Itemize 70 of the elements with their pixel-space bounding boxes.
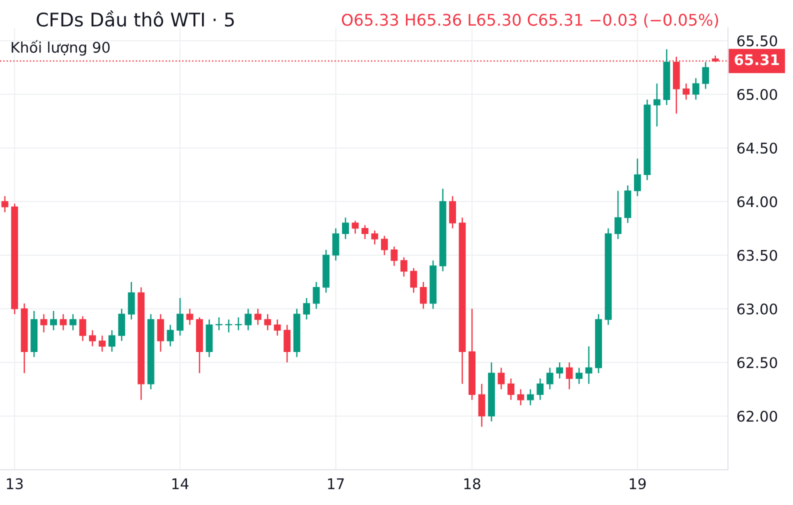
candlestick xyxy=(371,230,378,246)
y-tick-label: 65.00 xyxy=(737,88,778,100)
candlestick xyxy=(88,330,96,347)
candlestick xyxy=(216,316,222,331)
candlestick xyxy=(556,362,564,380)
candlestick xyxy=(98,334,106,352)
candlestick xyxy=(566,362,573,390)
candlestick xyxy=(692,78,700,100)
y-tick-label: 65.50 xyxy=(737,35,778,46)
candlestick xyxy=(264,314,272,331)
y-tick-label: 63.00 xyxy=(737,303,778,315)
candlestick xyxy=(254,308,262,326)
y-tick-label: 64.50 xyxy=(737,142,778,154)
y-tick-label: 63.50 xyxy=(737,250,778,261)
candlestick xyxy=(517,388,524,406)
candlestick xyxy=(284,324,291,364)
candlestick xyxy=(79,316,86,342)
candlestick xyxy=(449,196,456,229)
candlestick xyxy=(312,281,320,310)
candlestick xyxy=(176,297,184,336)
candlestick xyxy=(576,367,583,384)
candlestick xyxy=(118,308,126,342)
candlestick xyxy=(682,82,690,100)
candlestick xyxy=(128,281,135,320)
candlestick xyxy=(244,308,252,331)
candlestick xyxy=(634,158,641,197)
candlestick xyxy=(361,224,368,240)
candlestick xyxy=(536,378,544,401)
candlestick xyxy=(234,316,242,331)
candlestick xyxy=(108,330,116,352)
candlestick xyxy=(352,220,359,234)
candlestick xyxy=(186,308,194,326)
x-tick-label: 19 xyxy=(630,478,646,490)
candlestick xyxy=(40,314,48,333)
x-tick-label: 18 xyxy=(464,478,480,490)
chart-title: CFDs Dầu thô WTI · 5 xyxy=(36,10,234,27)
candlestick xyxy=(274,318,281,336)
candlestick xyxy=(166,324,174,347)
candlestick xyxy=(1,196,8,213)
candlestick xyxy=(507,378,514,401)
candlestick xyxy=(60,314,67,331)
y-tick-label: 62.00 xyxy=(737,410,778,422)
candlestick xyxy=(342,216,349,240)
candlestick xyxy=(410,267,418,294)
candlestick xyxy=(390,246,398,266)
candlestick xyxy=(157,314,164,352)
candlestick xyxy=(526,388,534,406)
y-tick-label: 64.00 xyxy=(737,196,778,208)
x-tick-label: 17 xyxy=(328,478,344,490)
candlestick xyxy=(380,235,388,256)
candlestick xyxy=(50,310,57,331)
chart-subtitle: O65.33 H65.36 L65.30 C65.31 −0.03 (−0.05%) xyxy=(342,14,718,28)
y-tick-label: 62.50 xyxy=(737,357,778,368)
x-tick-label: 13 xyxy=(6,478,23,490)
candlestick xyxy=(614,190,622,240)
candlestick xyxy=(702,61,710,90)
candlestick xyxy=(225,318,232,333)
candlestick xyxy=(420,281,427,310)
candlestick xyxy=(653,82,660,128)
candlestick xyxy=(400,256,408,278)
candlestick xyxy=(498,367,505,390)
candlestick xyxy=(303,297,310,320)
candlestick xyxy=(478,383,486,428)
candlestick xyxy=(332,228,340,262)
ref-line-label: 65.31 xyxy=(734,54,779,66)
x-tick-label: 14 xyxy=(172,478,189,490)
candlestick xyxy=(70,314,76,331)
annotation: Khối lượng 90 xyxy=(12,40,110,56)
candlestick xyxy=(546,367,554,390)
candlestick xyxy=(585,346,592,384)
